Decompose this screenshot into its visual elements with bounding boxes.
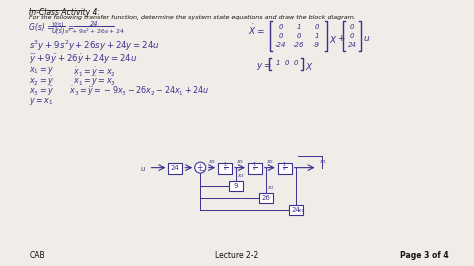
- Text: 24: 24: [90, 21, 98, 27]
- Text: $u$: $u$: [363, 34, 371, 43]
- FancyBboxPatch shape: [259, 193, 273, 203]
- Text: +: +: [337, 34, 345, 43]
- Text: G(s) =: G(s) =: [29, 23, 54, 32]
- Text: -9: -9: [313, 42, 320, 48]
- Text: -24: -24: [275, 42, 286, 48]
- Text: Lecture 2-2: Lecture 2-2: [215, 251, 259, 260]
- Text: 24: 24: [171, 165, 180, 171]
- Text: $u$: $u$: [140, 165, 146, 173]
- Text: $\frac{1}{s}$: $\frac{1}{s}$: [282, 161, 287, 174]
- FancyBboxPatch shape: [168, 163, 182, 174]
- Text: 0: 0: [279, 33, 283, 39]
- Text: $X$: $X$: [329, 34, 338, 45]
- Text: $x_3=\ddot{y}$: $x_3=\ddot{y}$: [29, 85, 55, 98]
- Text: $s^3y+9s^2y+26sy+24y=24u$: $s^3y+9s^2y+26sy+24y=24u$: [29, 39, 160, 53]
- Text: $x_1$: $x_1$: [297, 207, 304, 215]
- Text: $\dot{x}_3=\dddot{y}=-9x_3-26x_2-24x_1+24u$: $\dot{x}_3=\dddot{y}=-9x_3-26x_2-24x_1+2…: [69, 85, 210, 98]
- Text: $x_3$: $x_3$: [237, 173, 245, 181]
- Text: U(s): U(s): [51, 27, 65, 34]
- Text: 0: 0: [350, 33, 355, 39]
- FancyBboxPatch shape: [289, 205, 302, 215]
- Text: −: −: [198, 168, 204, 174]
- Text: $x_3$: $x_3$: [208, 158, 216, 166]
- FancyBboxPatch shape: [229, 181, 243, 191]
- Text: 24: 24: [292, 207, 300, 213]
- Text: $\dot{x}_1=\dot{y}=x_2$: $\dot{x}_1=\dot{y}=x_2$: [73, 65, 116, 78]
- Text: 24: 24: [348, 42, 357, 48]
- Text: 0: 0: [279, 24, 283, 30]
- Text: =: =: [67, 23, 73, 32]
- Text: $x_2$: $x_2$: [266, 158, 274, 166]
- Text: $x_2$: $x_2$: [267, 185, 274, 192]
- Text: 0: 0: [314, 24, 319, 30]
- Text: $\frac{1}{s}$: $\frac{1}{s}$: [252, 161, 257, 174]
- Text: 1: 1: [296, 24, 301, 30]
- Text: $X$: $X$: [305, 61, 313, 72]
- Text: 1: 1: [314, 33, 319, 39]
- Circle shape: [195, 162, 206, 173]
- FancyBboxPatch shape: [218, 163, 232, 174]
- Text: $x_1$: $x_1$: [319, 158, 327, 166]
- Text: $x_3$: $x_3$: [236, 158, 244, 166]
- Text: $y=x_1$: $y=x_1$: [29, 96, 54, 107]
- Text: 9: 9: [234, 184, 238, 189]
- Text: Page 3 of 4: Page 3 of 4: [400, 251, 449, 260]
- Text: $x_1=y$: $x_1=y$: [29, 65, 55, 76]
- Text: 1  0  0: 1 0 0: [276, 60, 298, 66]
- Text: $\dddot{y}+9\ddot{y}+26\dot{y}+24y=24u$: $\dddot{y}+9\ddot{y}+26\dot{y}+24y=24u$: [29, 52, 138, 66]
- Text: 0: 0: [296, 33, 301, 39]
- Text: For the following transfer function, determine the system state equations and dr: For the following transfer function, det…: [29, 15, 356, 20]
- Text: $s^3 + 9s^2 + 26s + 24$: $s^3 + 9s^2 + 26s + 24$: [64, 27, 124, 36]
- Text: 26: 26: [261, 195, 270, 201]
- Text: $x_2=\dot{y}$: $x_2=\dot{y}$: [29, 75, 55, 89]
- Text: $\dot{X}=$: $\dot{X}=$: [248, 23, 265, 37]
- Text: $\frac{1}{s}$: $\frac{1}{s}$: [222, 161, 228, 174]
- FancyBboxPatch shape: [248, 163, 262, 174]
- Text: Y(s): Y(s): [52, 21, 64, 28]
- Text: $\dot{x}_1=\dot{y}=x_3$: $\dot{x}_1=\dot{y}=x_3$: [73, 75, 116, 89]
- Text: 0: 0: [350, 24, 355, 30]
- Text: $y=$: $y=$: [256, 61, 272, 72]
- Text: -26: -26: [293, 42, 304, 48]
- FancyBboxPatch shape: [278, 163, 292, 174]
- Text: CAB: CAB: [29, 251, 45, 260]
- Text: +: +: [196, 163, 202, 172]
- Text: In-Class Activity 4:: In-Class Activity 4:: [29, 8, 100, 17]
